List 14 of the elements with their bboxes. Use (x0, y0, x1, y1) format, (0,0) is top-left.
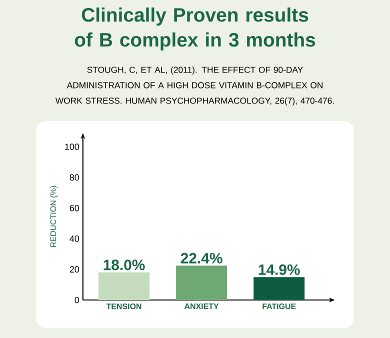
data-label: 22.4% (180, 252, 222, 264)
chart-subtitle: STOUGH, C, ET AL, (2011). THE EFFECT OF 90-DAY ADMINISTRATION OF A HIGH DOSE VITAMIN B-COMPLEX ON WORK STRESS. HUMAN PSYCHOPHARMACOLOGY, 26(7), 470-476. (55, 66, 334, 106)
bar (98, 272, 150, 300)
bar (176, 266, 228, 300)
y-tick-label: 0 (74, 296, 80, 304)
y-tick-label: 20 (70, 266, 80, 273)
y-tick-label: 60 (70, 204, 80, 212)
data-label: 14.9% (258, 264, 300, 275)
y-tick-label: 80 (70, 174, 80, 181)
y-tick-label: 100 (65, 144, 80, 150)
bar (254, 277, 305, 300)
data-label: 18.0% (104, 260, 145, 270)
y-tick-label: 40 (70, 236, 80, 242)
chart-title: Clinically Proven results of B complex in 3 months (74, 8, 316, 51)
